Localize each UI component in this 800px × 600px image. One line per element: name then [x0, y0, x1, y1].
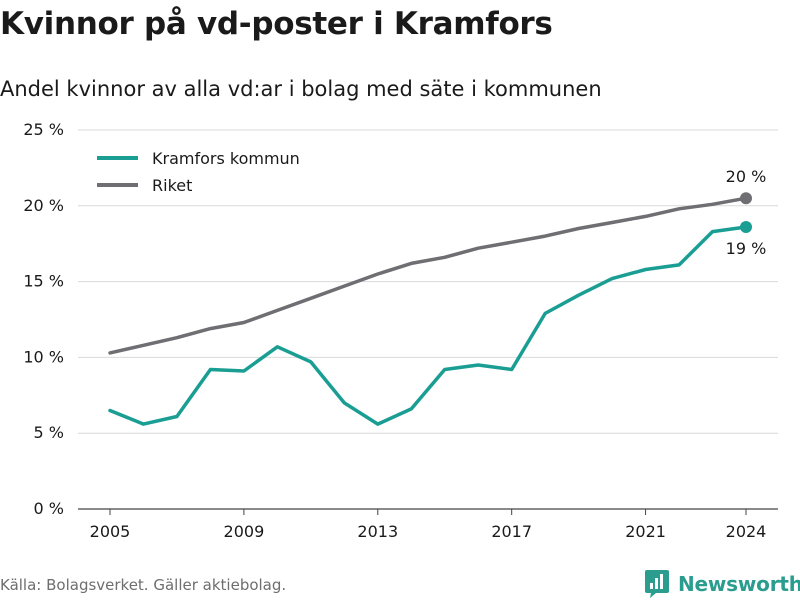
y-tick-label: 20 % — [23, 196, 64, 215]
x-tick-label: 2005 — [90, 522, 131, 541]
grid-lines — [78, 129, 778, 510]
chart-subtitle: Andel kvinnor av alla vd:ar i bolag med … — [0, 77, 602, 101]
y-tick-label: 15 % — [23, 272, 64, 291]
y-tick-label: 5 % — [34, 423, 64, 442]
y-tick-label: 10 % — [23, 347, 64, 366]
series-line-riket — [108, 196, 748, 355]
end-point-riket — [740, 192, 752, 205]
series-line-kramfors — [108, 225, 748, 426]
end-label-kramfors: 19 % — [726, 239, 767, 258]
end-labels: 20 % 19 % — [726, 167, 767, 258]
x-tick-label: 2009 — [224, 522, 265, 541]
legend-label: Kramfors kommun — [152, 149, 300, 168]
brand-name: Newsworthy — [678, 572, 800, 596]
axes: 0 % 5 % 10 % 15 % 20 % 25 % 2005 2009 2013 2017 20… — [23, 120, 766, 541]
end-point-kramfors — [740, 221, 752, 234]
source-note: Källa: Bolagsverket. Gäller aktiebolag. — [0, 576, 287, 594]
bar-chart-logo-icon — [645, 570, 669, 598]
x-tick-label: 2017 — [491, 522, 532, 541]
y-tick-label: 25 % — [23, 120, 64, 139]
brand-logo[interactable]: Newsworthy — [644, 569, 800, 599]
legend: Kramfors kommun Riket — [97, 149, 300, 195]
chart-title: Kvinnor på vd-poster i Kramfors — [0, 6, 553, 42]
x-tick-label: 2024 — [726, 522, 767, 541]
y-tick-label: 0 % — [34, 499, 64, 518]
series-lines — [108, 192, 752, 426]
x-tick-label: 2021 — [625, 522, 666, 541]
end-label-riket: 20 % — [726, 167, 767, 186]
x-tick-label: 2013 — [357, 522, 398, 541]
legend-label: Riket — [152, 176, 192, 195]
